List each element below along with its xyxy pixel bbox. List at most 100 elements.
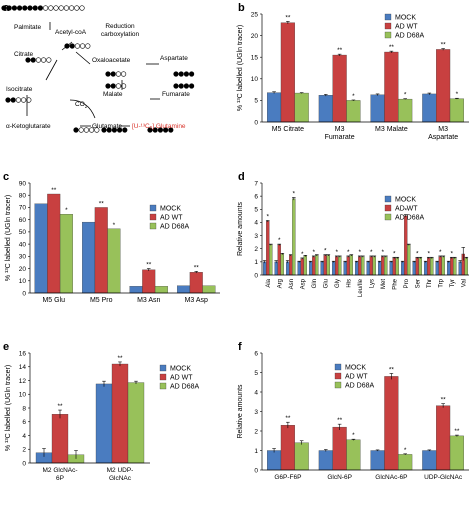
x-tick-label: Aspartate — [428, 134, 458, 141]
legend-label: AD WT — [345, 374, 368, 381]
significance-label: * — [352, 93, 355, 100]
carbon-atom-glyph — [21, 97, 27, 103]
significance-label: ** — [51, 187, 57, 194]
carbon-atom-glyph — [69, 43, 75, 49]
bar — [453, 257, 457, 276]
x-tick-label: Gln — [312, 279, 318, 288]
y-tick-label: 50 — [19, 229, 27, 236]
carbon-atom-glyph — [83, 127, 89, 133]
carbon-atom-glyph — [68, 5, 75, 11]
bar — [349, 255, 353, 276]
carbon-atom-glyph — [85, 43, 91, 49]
carbon-atom-glyph — [46, 57, 52, 63]
bar — [446, 261, 451, 276]
y-axis-label: Relative amounts — [237, 201, 244, 256]
pathway-diagram: Palmitate Acetyl-coA Reduction carboxyla… — [1, 5, 195, 133]
carbon-atom-glyph — [32, 5, 38, 11]
legend-label: AD D68A — [395, 215, 425, 222]
y-tick-label: 15 — [251, 55, 259, 62]
significance-label: * — [335, 249, 338, 256]
label-reduction: Reduction — [105, 23, 135, 30]
y-tick-label: 20 — [251, 33, 259, 40]
carbon-atom-glyph — [94, 127, 100, 133]
chart-panel-e: % ¹³C labelled (UGln tracer) 0 2 4 6 8 10 12 14 1… — [5, 350, 200, 482]
bar — [450, 257, 454, 276]
bar — [294, 442, 309, 471]
bar — [331, 261, 336, 276]
carbon-atom-glyph — [74, 5, 80, 11]
label-glutamine: [U-¹³C₅] Glutamine — [132, 123, 186, 130]
bar — [318, 95, 333, 123]
legend-swatch — [384, 213, 392, 221]
legend-swatch — [159, 373, 167, 381]
y-axis-label: % ¹³C labelled (UGln tracer) — [5, 365, 12, 451]
bar — [464, 257, 468, 276]
bar — [384, 256, 388, 276]
bar — [372, 256, 376, 276]
y-axis-label: % ¹³C labelled (UGln tracer) — [5, 195, 12, 281]
bar — [404, 215, 408, 276]
x-tick-label: Gly — [335, 279, 341, 288]
x-tick-label: M3 Malate — [375, 126, 408, 133]
bar — [441, 256, 445, 276]
label-co2-main: CO — [75, 101, 85, 108]
x-tick-label: Ser — [415, 279, 421, 288]
y-tick-label: 0 — [22, 460, 26, 467]
bar — [51, 414, 69, 464]
carbon-atom-glyph — [105, 83, 111, 89]
arrow-reductive-carboxylation — [69, 99, 96, 119]
bar — [449, 435, 464, 471]
x-tick-label: Val — [461, 279, 467, 287]
bar — [412, 261, 416, 276]
carbon-atom-glyph — [6, 5, 12, 11]
y-tick-label: 8 — [22, 405, 26, 412]
significance-label: * — [439, 249, 442, 256]
bar — [395, 257, 399, 276]
x-tick-label: M3 Asn — [137, 297, 160, 304]
legend-label: MOCK — [395, 197, 416, 204]
legend-swatch — [384, 195, 392, 203]
bar — [422, 450, 437, 471]
x-tick-label: Lys — [369, 279, 375, 288]
y-tick-label: 1 — [254, 259, 258, 266]
x-tick-label: Pro — [404, 278, 410, 288]
label-aspartate: Aspartate — [160, 55, 188, 62]
carbon-atom-glyph — [178, 83, 184, 89]
y-tick-label: 70 — [19, 205, 27, 212]
label-acetylcoa: Acetyl-coA — [55, 29, 87, 36]
bar — [280, 253, 284, 276]
bar — [427, 257, 431, 276]
label-oxaloacetate: Oxaloacetate — [92, 57, 131, 64]
legend-swatch — [159, 364, 167, 372]
x-tick-label: G6P-F6P — [274, 474, 301, 481]
bar — [389, 261, 393, 276]
carbon-atom-glyph — [11, 5, 17, 11]
x-tick-label: Leu/Ile — [358, 278, 364, 297]
significance-label: ** — [389, 44, 395, 51]
carbon-atom-glyph — [53, 5, 59, 11]
y-tick-label: 2 — [22, 447, 26, 454]
carbon-atom-glyph — [111, 127, 117, 133]
y-tick-label: 10 — [251, 76, 259, 83]
carbon-atom-glyph — [22, 5, 28, 11]
y-tick-label: 20 — [19, 266, 27, 273]
bar — [346, 439, 361, 471]
carbon-atom-glyph — [120, 83, 127, 89]
bar — [318, 450, 333, 471]
label-carboxylation: carboxylation — [101, 31, 140, 38]
carbon-atom-glyph — [27, 5, 33, 11]
bar — [418, 257, 422, 276]
x-tick-label: His — [346, 279, 352, 288]
bar — [267, 92, 282, 123]
bar — [262, 261, 267, 276]
y-tick-label: 80 — [19, 193, 27, 200]
carbon-atom-glyph — [178, 71, 184, 77]
significance-label: * — [278, 237, 281, 244]
panel-letter-e: e — [3, 341, 9, 353]
significance-label: ** — [337, 417, 343, 424]
legend-swatch — [149, 213, 157, 221]
bar — [354, 261, 359, 276]
bar — [285, 261, 290, 276]
y-tick-label: 2 — [254, 246, 258, 253]
carbon-atom-glyph — [183, 71, 189, 77]
